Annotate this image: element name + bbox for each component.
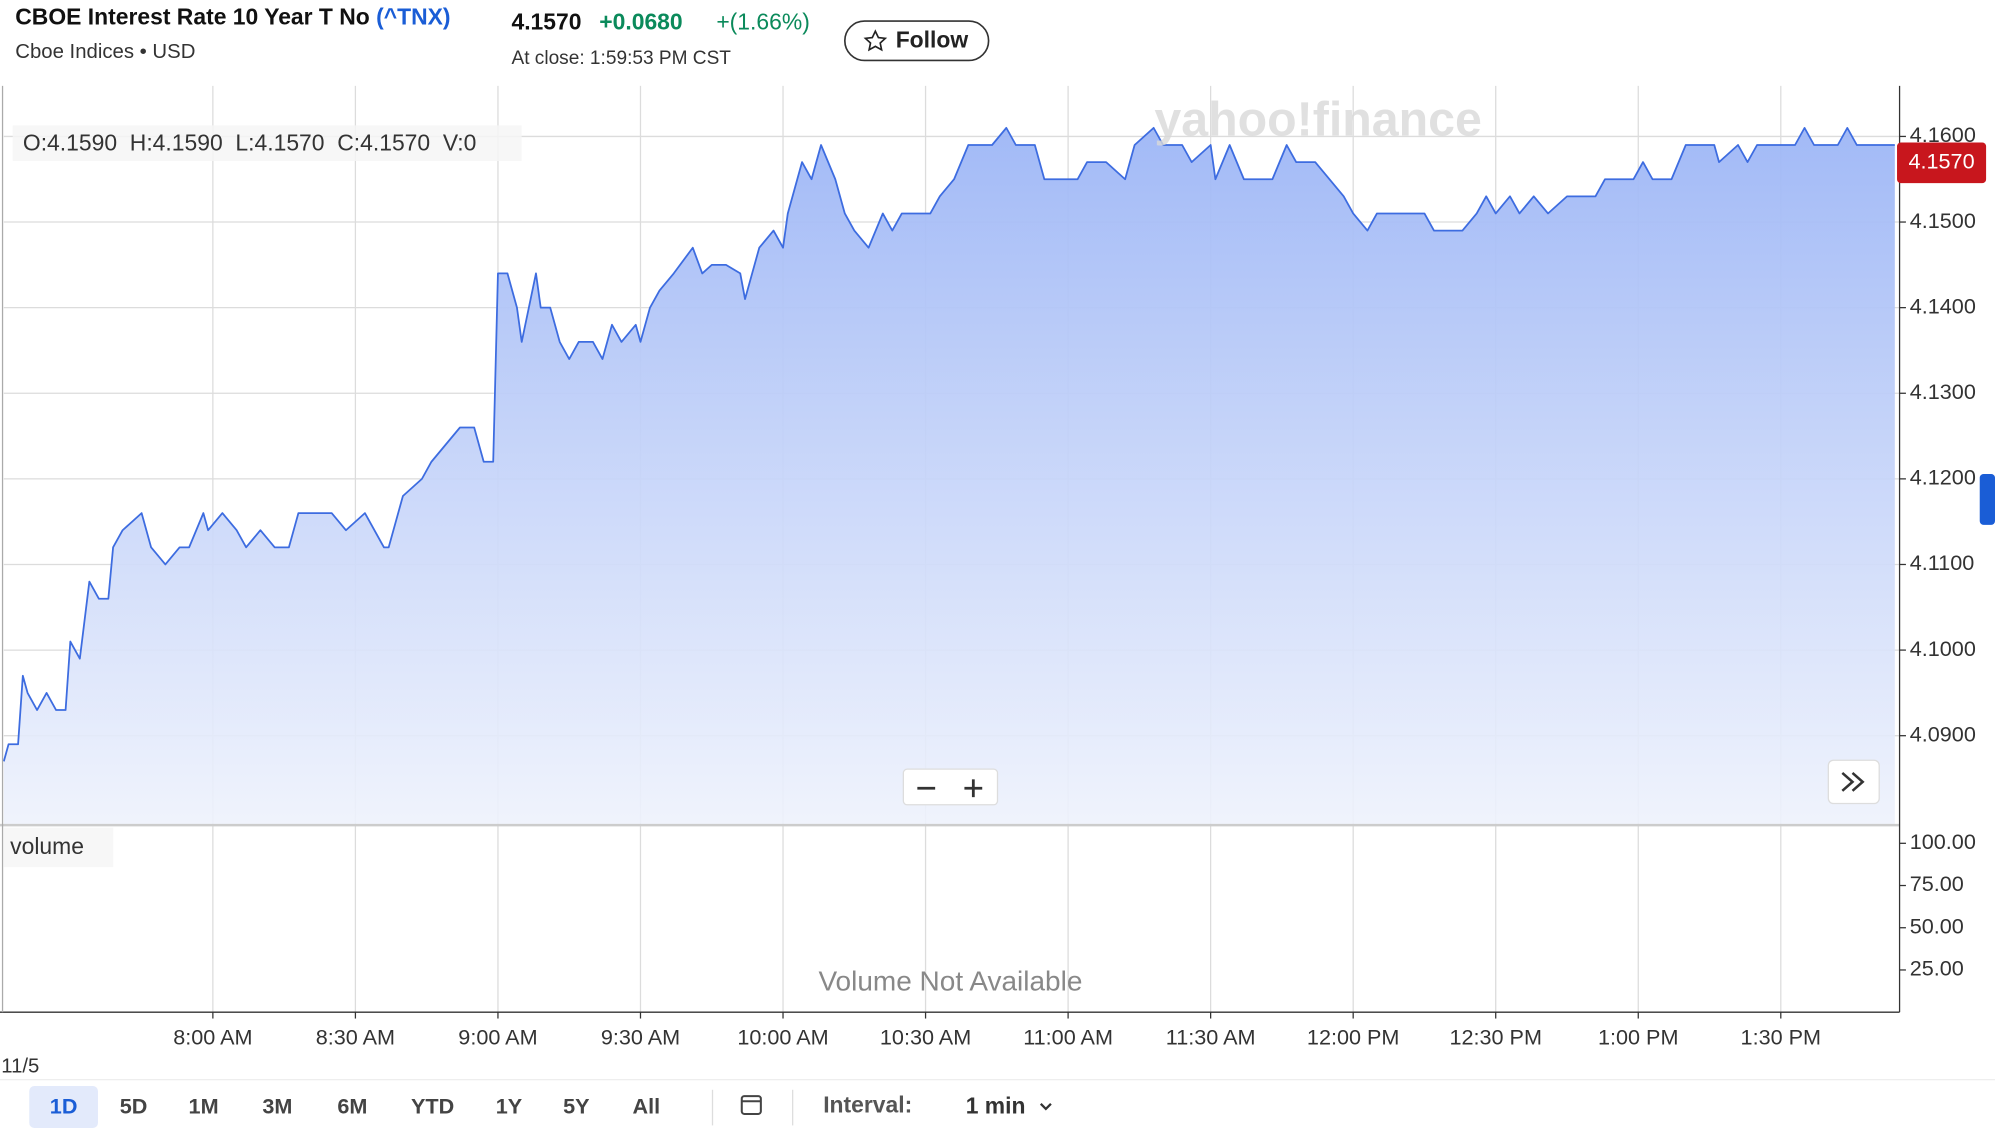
ohlcv: O:4.1590 H:4.1590 L:4.1570 C:4.1570 V:0 <box>23 130 476 156</box>
range-button[interactable]: 1Y <box>496 1093 523 1118</box>
x-tick-label: 11:30 AM <box>1166 1025 1256 1050</box>
ohlcv-bg <box>12 125 522 161</box>
y-tick-label: 4.1500 <box>1910 208 1976 233</box>
interval-label: Interval: <box>823 1091 912 1117</box>
volume-tick-label: 50.00 <box>1910 913 1964 938</box>
zoom-controls[interactable] <box>902 768 999 806</box>
x-tick-label: 1:30 PM <box>1741 1025 1821 1050</box>
area <box>3 127 1895 824</box>
x-tick-label: 12:30 PM <box>1449 1025 1542 1050</box>
x-tick-label: 9:30 AM <box>601 1025 680 1050</box>
volume-note: Volume Not Available <box>818 965 1082 996</box>
range-button[interactable]: 3M <box>262 1093 292 1118</box>
last-price-badge <box>1897 142 1987 184</box>
symbol: (^TNX) <box>376 4 450 30</box>
last-price: 4.1570 <box>1909 149 1975 174</box>
range-selected[interactable] <box>29 1085 98 1128</box>
star-icon <box>863 29 888 52</box>
y-tick-label: 4.1300 <box>1910 379 1976 404</box>
close-time: At close: 1:59:53 PM CST <box>511 48 731 69</box>
y-tick-label: 4.0900 <box>1910 721 1976 746</box>
scroll-latest[interactable] <box>1827 759 1880 805</box>
y-tick-label: 4.1100 <box>1910 550 1974 575</box>
range-button[interactable]: 5D <box>120 1093 148 1118</box>
y-tick-label: 4.1000 <box>1910 636 1976 661</box>
volume-tick-label: 100.00 <box>1910 829 1976 854</box>
range-button[interactable]: All <box>633 1093 661 1118</box>
interval-value[interactable]: 1 min <box>966 1093 1026 1119</box>
watermark: yahoo!finance <box>1154 93 1482 147</box>
x-tick-label: 10:30 AM <box>880 1025 971 1050</box>
series <box>2 126 1895 824</box>
scroll-latest-icon <box>1841 772 1865 792</box>
range-button[interactable]: 1M <box>189 1093 219 1118</box>
follow-label[interactable]: Follow <box>896 26 969 52</box>
price-line <box>2 126 1895 762</box>
calendar-button[interactable] <box>740 1095 762 1115</box>
y-tick-label: 4.1200 <box>1910 465 1976 490</box>
range-button[interactable]: YTD <box>411 1093 454 1118</box>
range-button[interactable]: 6M <box>337 1093 367 1118</box>
range-button[interactable]: 5Y <box>563 1093 590 1118</box>
price: 4.1570 <box>511 9 581 35</box>
follow-button[interactable]: Follow <box>843 20 990 62</box>
x-tick-label: 11:00 AM <box>1023 1025 1113 1050</box>
follow-button-frame[interactable] <box>843 20 990 62</box>
volume-label: volume <box>10 833 84 859</box>
volume-tick-label: 25.00 <box>1910 956 1964 981</box>
volume-axis: 25.00 50.00 75.00 100.00 <box>1899 829 1976 981</box>
quote-title: CBOE Interest Rate 10 Year T No (^TNX) <box>15 4 450 30</box>
toolbar: 1D 5D 1M 3M 6M YTD 1Y 5Y All <box>29 1085 661 1128</box>
change: +0.0680 <box>599 9 682 35</box>
date-label: 11/5 <box>1 1055 39 1077</box>
x-tick-label: 10:00 AM <box>737 1025 828 1050</box>
y-tick-label: 4.1400 <box>1910 293 1976 318</box>
change-pct: +(1.66%) <box>716 9 810 35</box>
x-tick-label: 12:00 PM <box>1307 1025 1400 1050</box>
range-button[interactable]: 1D <box>50 1093 78 1118</box>
side-panel-toggle[interactable] <box>1979 473 1995 525</box>
x-tick-label: 1:00 PM <box>1598 1025 1678 1050</box>
exchange: Cboe Indices • USD <box>15 41 195 63</box>
x-tick-label: 8:00 AM <box>173 1025 252 1050</box>
volume-tick-label: 75.00 <box>1910 871 1964 896</box>
x-tick-label: 8:30 AM <box>316 1025 395 1050</box>
volume-label-bg <box>3 827 114 868</box>
interval-chevron[interactable] <box>1039 1102 1052 1111</box>
title: CBOE Interest Rate 10 Year T No <box>15 4 370 30</box>
x-tick-label: 9:00 AM <box>458 1025 537 1050</box>
calendar-icon[interactable] <box>740 1095 762 1115</box>
